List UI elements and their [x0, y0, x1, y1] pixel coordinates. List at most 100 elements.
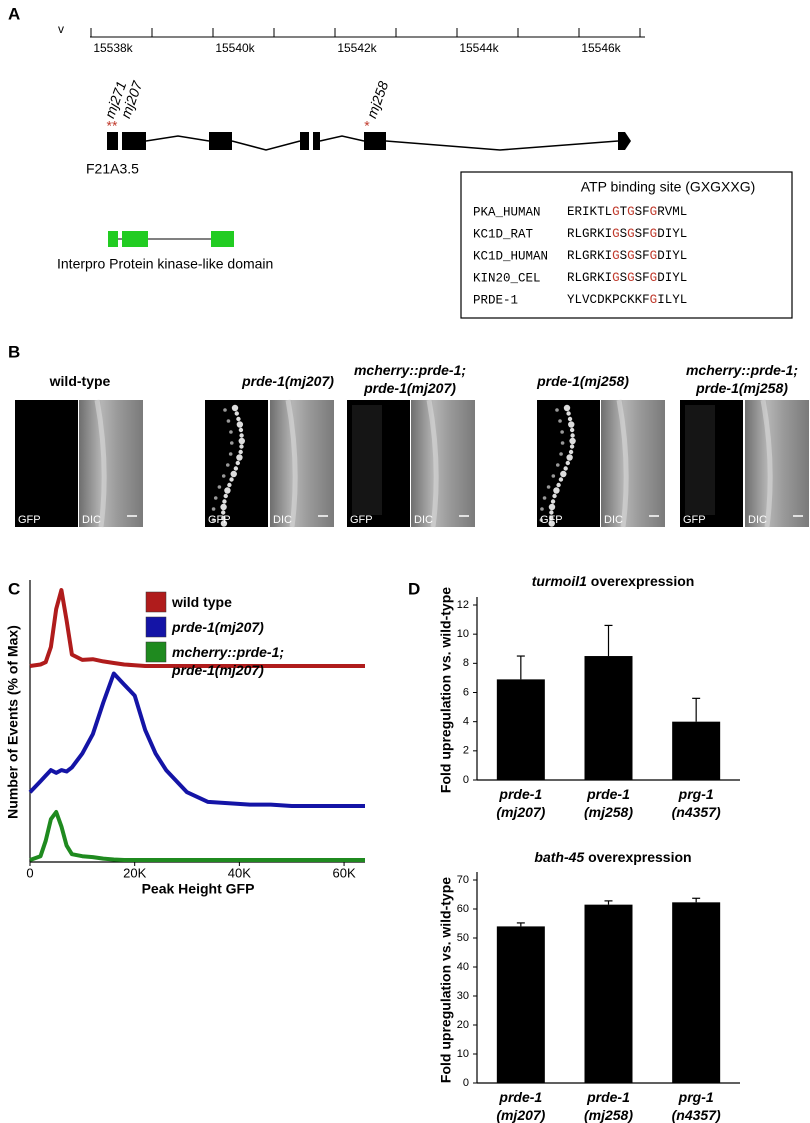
channel-label: GFP [683, 514, 706, 526]
domain-block [108, 231, 118, 247]
intron [319, 135, 365, 142]
gfp-nucleus [230, 470, 237, 478]
panel-label: B [8, 342, 20, 361]
gfp-nucleus [235, 460, 240, 466]
exon [107, 132, 118, 150]
gfp-nucleus [238, 449, 243, 455]
gfp-nucleus [553, 487, 560, 494]
intron [231, 140, 301, 151]
domain-label: Interpro Protein kinase-like domain [57, 256, 273, 272]
ruler-label: 15544k [459, 41, 499, 55]
protein-name: KC1D_HUMAN [473, 249, 548, 263]
gfp-nucleus [555, 408, 559, 412]
x-tick-label: prde-1 (mj258) [583, 1089, 634, 1123]
x-tick-label: prde-1 (mj207) [496, 1089, 546, 1123]
channel-label: DIC [414, 514, 433, 526]
sample-label: prde-1(mj207) [242, 373, 334, 389]
ruler-marker: v [58, 22, 64, 36]
gfp-image [15, 400, 78, 527]
y-tick-label: 60 [457, 903, 469, 915]
ruler-label: 15542k [337, 41, 377, 55]
gfp-nucleus [236, 454, 243, 461]
x-tick-label: 40K [228, 865, 251, 880]
sample-label: prde-1(mj258) [537, 373, 629, 389]
exon [313, 132, 320, 150]
x-tick-label: 20K [123, 865, 146, 880]
gfp-nucleus [223, 408, 227, 412]
y-tick-label: 6 [463, 686, 469, 698]
protein-sequence: ERIKTLGTGSFGRVML [567, 205, 687, 219]
x-tick-label: prde-1 (mj207) [496, 786, 546, 820]
exon [209, 132, 232, 150]
gfp-nucleus [229, 430, 233, 434]
protein-sequence: YLVCDKPCKKFGILYL [567, 293, 687, 307]
histogram-line [28, 671, 365, 808]
gfp-nucleus [540, 507, 544, 511]
gfp-nucleus [549, 510, 554, 515]
gfp-nucleus [549, 515, 554, 521]
gfp-nucleus [229, 477, 234, 482]
gfp-nucleus [236, 416, 241, 422]
y-tick-label: 70 [457, 874, 469, 886]
gfp-nucleus [569, 437, 576, 445]
gfp-nucleus [566, 454, 573, 461]
y-tick-label: 0 [463, 1077, 469, 1089]
protein-name: KC1D_RAT [473, 227, 534, 241]
gfp-nucleus [563, 404, 571, 412]
panel-label: A [8, 4, 20, 23]
gfp-nucleus [548, 520, 555, 527]
protein-sequence: RLGRKIGSGSFGDIYL [567, 271, 687, 285]
y-axis-label: Fold upregulation vs. wild-type [438, 587, 454, 793]
exon [364, 132, 386, 150]
sample-label: mcherry::prde-1; prde-1(mj258) [685, 362, 799, 396]
y-tick-label: 10 [457, 1048, 469, 1060]
intron [385, 140, 619, 151]
sample-label: wild-type [49, 373, 111, 389]
gfp-nucleus [220, 503, 227, 511]
gfp-nucleus [560, 430, 564, 434]
legend-label: prde-1(mj207) [172, 619, 264, 635]
gfp-nucleus [569, 427, 575, 433]
bar [584, 904, 633, 1083]
gfp-nucleus [569, 444, 575, 449]
gfp-nucleus [231, 404, 239, 412]
legend-label: mcherry::prde-1; prde-1(mj207) [172, 644, 285, 678]
legend-label: wild type [172, 594, 232, 610]
panel-label: C [8, 579, 20, 598]
protein-name: PKA_HUMAN [473, 205, 541, 219]
channel-label: GFP [540, 514, 563, 526]
gfp-nucleus [570, 433, 575, 438]
channel-label: DIC [748, 514, 767, 526]
gfp-nucleus [222, 499, 227, 504]
intron [145, 135, 210, 142]
ruler-label: 15540k [215, 41, 255, 55]
protein-sequence: RLGRKIGSGSFGDIYL [567, 227, 687, 241]
channel-label: DIC [604, 514, 623, 526]
bar [672, 721, 721, 780]
dic-texture [426, 399, 439, 528]
gfp-nucleus [558, 477, 564, 482]
x-axis-label: Peak Height GFP [142, 881, 255, 897]
gfp-nucleus [239, 444, 244, 449]
y-tick-label: 10 [457, 628, 469, 640]
mutation-mark: ** [107, 118, 118, 134]
dic-texture [616, 399, 629, 528]
gfp-nucleus [226, 419, 231, 423]
y-tick-label: 2 [463, 745, 469, 757]
exon [300, 132, 309, 150]
bar [584, 656, 633, 780]
dic-image [601, 400, 665, 527]
x-tick-label: prde-1 (mj258) [583, 786, 634, 820]
gfp-nucleus [238, 437, 245, 445]
bar [496, 926, 545, 1083]
dic-texture [94, 399, 107, 528]
y-tick-label: 30 [457, 990, 469, 1002]
gfp-nucleus [213, 496, 218, 500]
gfp-nucleus [551, 474, 556, 478]
gfp-nucleus [550, 499, 556, 504]
histogram-line [29, 810, 365, 862]
gfp-nucleus [568, 449, 574, 455]
protein-name: KIN20_CEL [473, 271, 541, 285]
